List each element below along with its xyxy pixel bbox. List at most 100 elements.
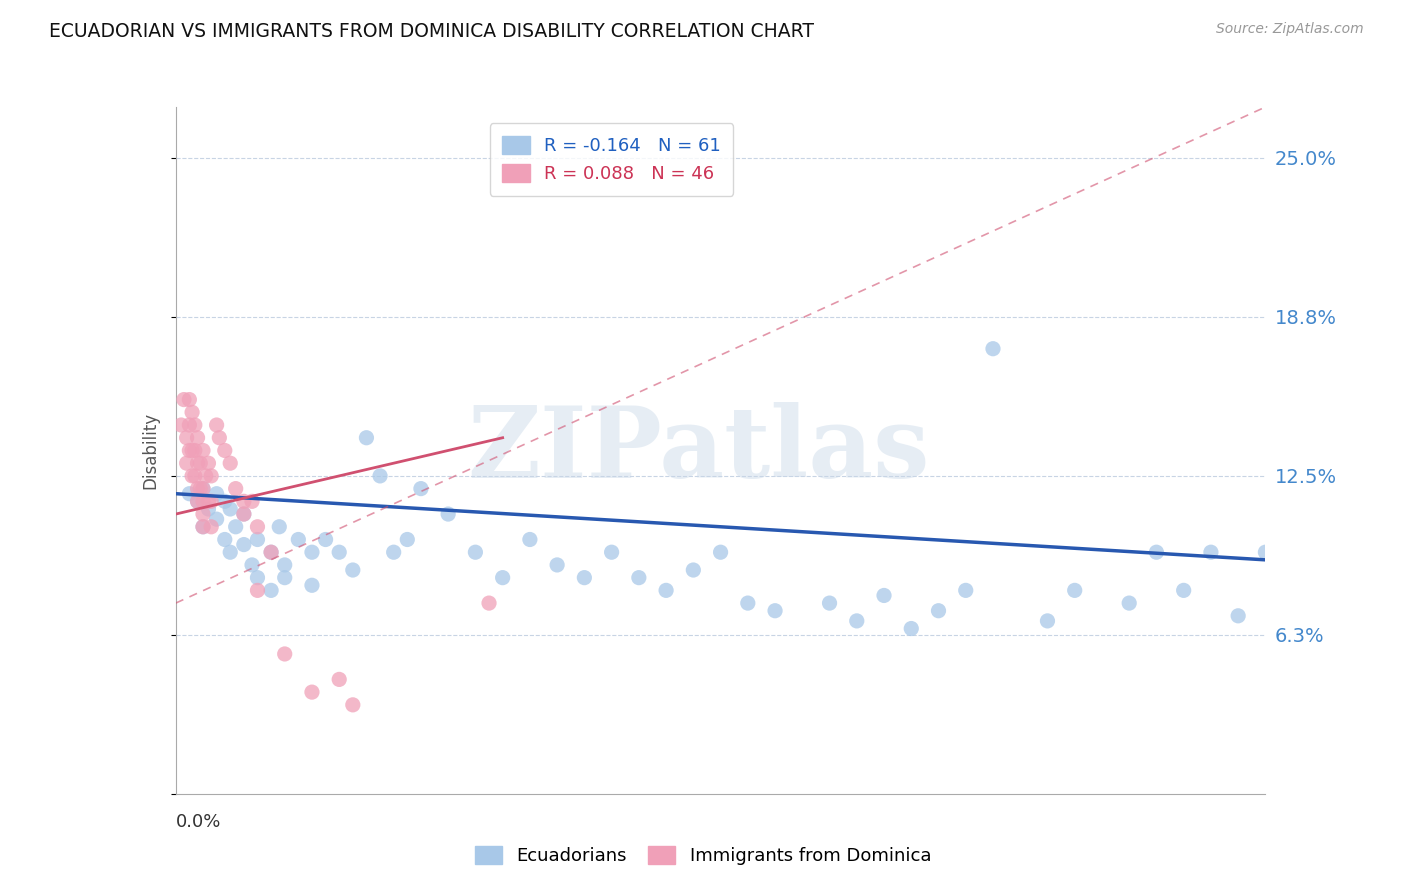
- Point: [928, 604, 950, 618]
- Text: ZIPatlas: ZIPatlas: [468, 402, 929, 499]
- Point: [200, 494, 222, 508]
- Legend: R = -0.164   N = 61, R = 0.088   N = 46: R = -0.164 N = 61, R = 0.088 N = 46: [489, 123, 734, 196]
- Point: [682, 563, 704, 577]
- Point: [301, 685, 323, 699]
- Text: Source: ZipAtlas.com: Source: ZipAtlas.com: [1216, 22, 1364, 37]
- Point: [1199, 545, 1222, 559]
- Point: [710, 545, 733, 559]
- Point: [205, 512, 228, 526]
- Point: [184, 417, 207, 432]
- Point: [1227, 608, 1250, 623]
- Point: [818, 596, 841, 610]
- Point: [219, 502, 242, 516]
- Point: [627, 571, 650, 585]
- Point: [342, 563, 364, 577]
- Point: [287, 533, 309, 547]
- Text: ECUADORIAN VS IMMIGRANTS FROM DOMINICA DISABILITY CORRELATION CHART: ECUADORIAN VS IMMIGRANTS FROM DOMINICA D…: [49, 22, 814, 41]
- Point: [246, 571, 269, 585]
- Point: [232, 507, 254, 521]
- Point: [240, 558, 263, 572]
- Point: [176, 456, 198, 470]
- Point: [315, 533, 337, 547]
- Point: [232, 494, 254, 508]
- Point: [409, 482, 432, 496]
- Point: [214, 533, 236, 547]
- Point: [546, 558, 568, 572]
- Point: [191, 443, 214, 458]
- Point: [208, 431, 231, 445]
- Point: [197, 494, 219, 508]
- Point: [179, 486, 201, 500]
- Point: [225, 482, 247, 496]
- Point: [574, 571, 596, 585]
- Point: [191, 520, 214, 534]
- Point: [246, 583, 269, 598]
- Point: [246, 520, 269, 534]
- Point: [845, 614, 868, 628]
- Point: [240, 494, 263, 508]
- Point: [184, 443, 207, 458]
- Point: [981, 342, 1004, 356]
- Point: [232, 507, 254, 521]
- Point: [214, 443, 236, 458]
- Point: [274, 558, 297, 572]
- Point: [186, 431, 209, 445]
- Point: [382, 545, 405, 559]
- Point: [260, 583, 283, 598]
- Point: [188, 482, 211, 496]
- Point: [191, 482, 214, 496]
- Legend: Ecuadorians, Immigrants from Dominica: Ecuadorians, Immigrants from Dominica: [467, 838, 939, 872]
- Point: [184, 469, 207, 483]
- Point: [181, 405, 204, 419]
- Point: [342, 698, 364, 712]
- Point: [1036, 614, 1059, 628]
- Point: [191, 494, 214, 508]
- Point: [328, 673, 350, 687]
- Point: [655, 583, 678, 598]
- Point: [269, 520, 291, 534]
- Point: [396, 533, 419, 547]
- Point: [205, 486, 228, 500]
- Point: [368, 469, 391, 483]
- Point: [763, 604, 786, 618]
- Point: [173, 392, 195, 407]
- Point: [600, 545, 623, 559]
- Point: [205, 417, 228, 432]
- Point: [200, 469, 222, 483]
- Point: [1118, 596, 1140, 610]
- Point: [197, 502, 219, 516]
- Point: [186, 482, 209, 496]
- Point: [301, 578, 323, 592]
- Point: [260, 545, 283, 559]
- Point: [219, 456, 242, 470]
- Point: [1144, 545, 1167, 559]
- Point: [873, 589, 896, 603]
- Point: [478, 596, 501, 610]
- Point: [225, 520, 247, 534]
- Point: [219, 545, 242, 559]
- Y-axis label: Disability: Disability: [141, 412, 159, 489]
- Point: [246, 533, 269, 547]
- Point: [179, 443, 201, 458]
- Point: [464, 545, 486, 559]
- Point: [1254, 545, 1277, 559]
- Point: [900, 622, 922, 636]
- Point: [737, 596, 759, 610]
- Point: [181, 469, 204, 483]
- Point: [179, 392, 201, 407]
- Point: [301, 545, 323, 559]
- Point: [181, 443, 204, 458]
- Point: [356, 431, 378, 445]
- Point: [328, 545, 350, 559]
- Point: [176, 431, 198, 445]
- Text: 0.0%: 0.0%: [176, 814, 221, 831]
- Point: [186, 456, 209, 470]
- Point: [214, 494, 236, 508]
- Point: [1173, 583, 1195, 598]
- Point: [274, 571, 297, 585]
- Point: [188, 456, 211, 470]
- Point: [179, 417, 201, 432]
- Point: [200, 520, 222, 534]
- Point: [197, 456, 219, 470]
- Point: [519, 533, 541, 547]
